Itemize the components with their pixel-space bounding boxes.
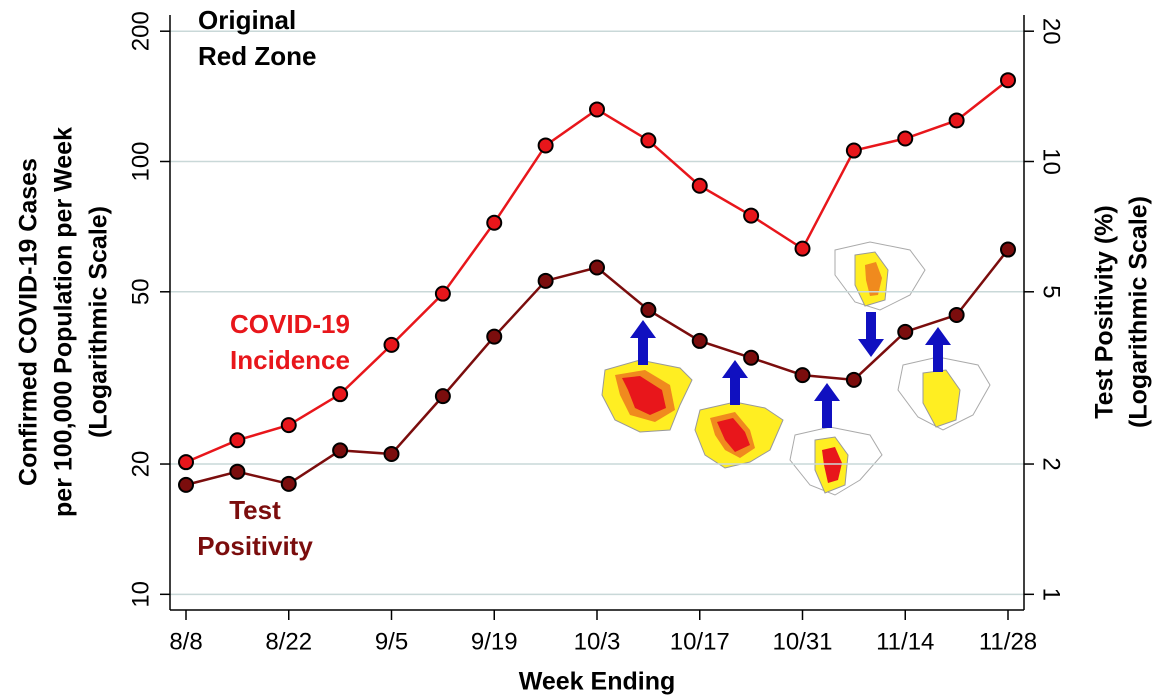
y-axis-title: per 100,000 Population per Week	[50, 127, 78, 517]
data-point	[229, 463, 246, 480]
data-point	[845, 371, 862, 388]
y-axis-title: Confirmed COVID-19 Cases	[15, 158, 43, 486]
data-point	[640, 301, 657, 318]
data-point	[280, 417, 297, 434]
annotation: COVID-19	[230, 309, 350, 339]
annotation: Original	[198, 5, 296, 35]
arrows	[630, 312, 951, 428]
zone-map	[601, 359, 693, 433]
data-point	[1000, 241, 1016, 258]
data-point	[383, 336, 400, 353]
zone-map	[789, 426, 883, 496]
data-point	[589, 259, 605, 276]
y-tick-label: 100	[127, 141, 154, 181]
up-arrow	[925, 327, 951, 372]
data-point	[434, 388, 451, 405]
data-point	[178, 454, 194, 471]
data-point	[332, 442, 349, 459]
annotation: Test	[229, 495, 281, 525]
x-tick-label: 8/22	[265, 628, 312, 655]
zone-map	[694, 401, 784, 469]
data-point	[434, 285, 451, 302]
annotation: Red Zone	[198, 41, 316, 71]
data-point	[280, 475, 297, 492]
x-axis-title: Week Ending	[519, 668, 676, 696]
y-tick-label: 200	[127, 11, 154, 51]
x-tick-label: 9/19	[471, 628, 518, 655]
y2-tick-label: 1	[1038, 588, 1065, 601]
data-point	[178, 476, 194, 493]
data-point	[691, 332, 708, 349]
y2-axis-title: Test Positivity (%)	[1091, 205, 1119, 418]
x-tick-label: 9/5	[375, 628, 408, 655]
data-point	[229, 432, 246, 449]
data-point	[743, 349, 760, 366]
x-tick-label: 10/3	[574, 628, 621, 655]
data-point	[537, 137, 554, 154]
y2-tick-label: 5	[1038, 285, 1065, 298]
data-point	[332, 386, 349, 403]
zone-map	[834, 241, 926, 311]
data-point	[794, 240, 811, 257]
up-arrow	[630, 320, 656, 365]
y-tick-label: 20	[127, 451, 154, 478]
annotation: Incidence	[230, 345, 350, 375]
x-tick-label: 10/31	[772, 628, 832, 655]
zone-maps	[601, 241, 991, 496]
x-tick-label: 8/8	[169, 628, 202, 655]
x-tick-label: 11/28	[979, 628, 1037, 655]
data-point	[486, 214, 503, 231]
x-tick-label: 11/14	[876, 628, 934, 655]
y2-tick-label: 20	[1038, 18, 1065, 45]
data-point	[537, 272, 554, 289]
y2-axis-title: (Logarithmic Scale)	[1125, 196, 1153, 428]
annotation: Positivity	[197, 531, 313, 561]
y2-tick-label: 2	[1038, 457, 1065, 470]
data-point	[640, 132, 657, 149]
data-point	[897, 323, 914, 340]
data-point	[691, 177, 708, 194]
down-arrow	[858, 312, 884, 357]
data-point	[948, 306, 965, 323]
x-tick-label: 10/17	[670, 628, 730, 655]
y-tick-label: 50	[127, 278, 154, 305]
data-point	[794, 367, 811, 384]
up-arrow	[814, 383, 840, 428]
data-point	[845, 142, 862, 159]
data-point	[486, 328, 503, 345]
data-point	[1000, 72, 1016, 89]
up-arrow	[722, 360, 748, 405]
data-point	[743, 207, 760, 224]
data-point	[897, 130, 914, 147]
y2-tick-label: 10	[1038, 148, 1065, 175]
y-axis-title: (Logarithmic Scale)	[85, 206, 113, 438]
data-point	[383, 445, 400, 462]
y-tick-label: 10	[127, 581, 154, 608]
data-point	[589, 101, 605, 118]
zone-map	[897, 356, 991, 431]
data-point	[948, 112, 965, 129]
